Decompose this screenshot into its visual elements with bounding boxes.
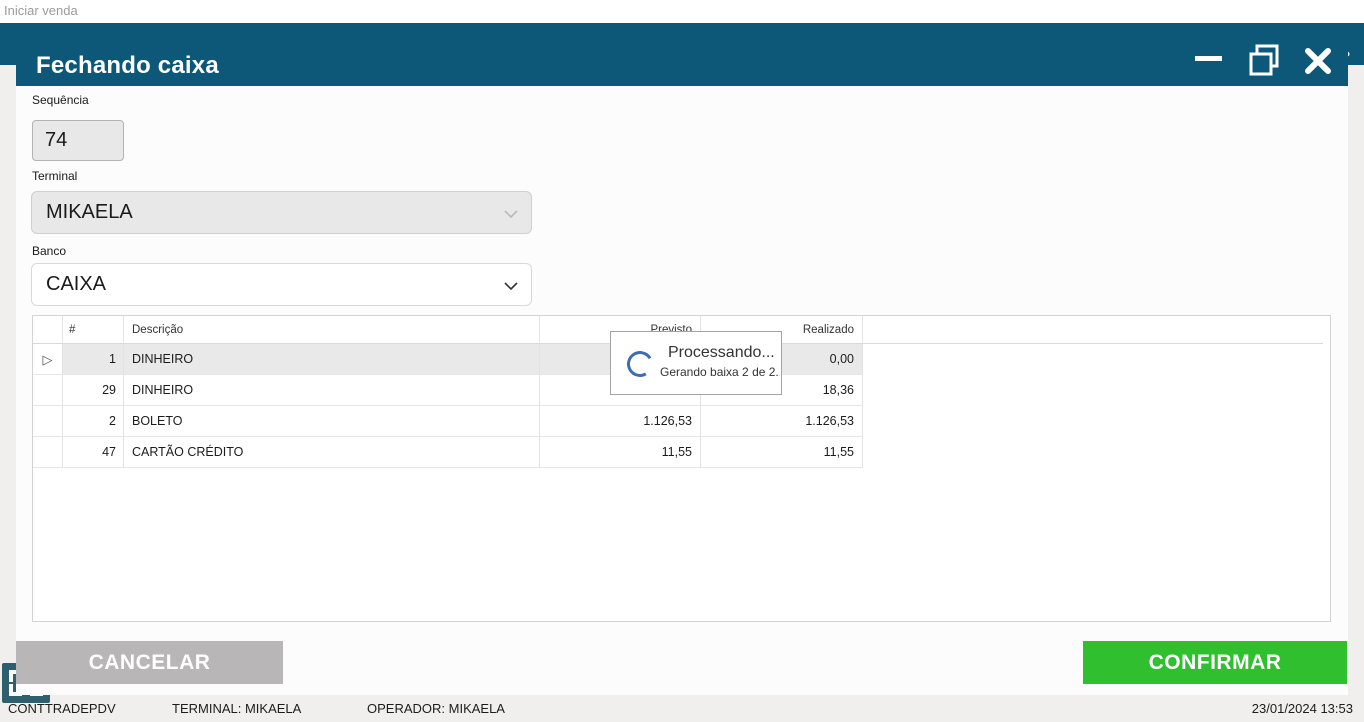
dialog-title: Fechando caixa <box>36 52 219 79</box>
top-menu-bar: Iniciar venda <box>0 0 1364 23</box>
cell-filler <box>863 375 1323 406</box>
banco-select-value: CAIXA <box>46 273 107 295</box>
close-icon[interactable] <box>1304 48 1332 74</box>
sequencia-input[interactable]: 74 <box>32 120 124 161</box>
table-row[interactable]: 29 DINHEIRO 18,36 <box>33 375 1330 406</box>
header-selector <box>33 316 63 344</box>
status-terminal: TERMINAL: MIKAELA <box>172 701 302 716</box>
status-company: CONTTRADEPDV <box>8 701 116 716</box>
cell-filler <box>863 437 1323 468</box>
cell-realizado: 1.126,53 <box>701 406 863 437</box>
header-realizado[interactable]: Realizado <box>701 316 863 344</box>
cell-number: 29 <box>63 375 124 406</box>
bracket-corner <box>9 670 22 682</box>
fechando-caixa-dialog: Fechando caixa Sequência 74 Terminal MIK… <box>16 43 1348 695</box>
table-row[interactable]: 2 BOLETO 1.126,53 1.126,53 <box>33 406 1330 437</box>
cell-filler <box>863 344 1323 375</box>
banco-label: Banco <box>32 244 67 258</box>
chevron-down-icon <box>504 282 518 291</box>
cell-realizado: 11,55 <box>701 437 863 468</box>
row-selector-icon: ▷ <box>42 352 53 367</box>
cell-descricao: DINHEIRO <box>124 375 540 406</box>
table-row[interactable]: 47 CARTÃO CRÉDITO 11,55 11,55 <box>33 437 1330 468</box>
cell-number: 47 <box>63 437 124 468</box>
minimize-icon[interactable] <box>1195 56 1222 61</box>
header-number[interactable]: # <box>63 316 124 344</box>
cell-filler <box>863 406 1323 437</box>
restore-icon[interactable] <box>1246 43 1282 79</box>
menu-item-iniciar-venda[interactable]: Iniciar venda <box>4 3 78 18</box>
cell-descricao: BOLETO <box>124 406 540 437</box>
row-selector: ▷ <box>33 344 63 375</box>
terminal-select-value: MIKAELA <box>46 201 133 223</box>
bracket-corner <box>9 684 22 696</box>
status-operator: OPERADOR: MIKAELA <box>367 701 505 716</box>
status-datetime: 23/01/2024 13:53 <box>1251 701 1353 716</box>
row-selector <box>33 437 63 468</box>
confirm-button[interactable]: CONFIRMAR <box>1083 641 1347 684</box>
cell-realizado: 18,36 <box>701 375 863 406</box>
cell-descricao: DINHEIRO <box>124 344 540 375</box>
sequencia-label: Sequência <box>32 93 89 107</box>
cell-number: 2 <box>63 406 124 437</box>
terminal-label: Terminal <box>32 169 78 183</box>
header-descricao[interactable]: Descrição <box>124 316 540 344</box>
row-selector <box>33 375 63 406</box>
cell-previsto: 1.126,53 <box>540 406 701 437</box>
cell-number: 1 <box>63 344 124 375</box>
cell-previsto: 11,55 <box>540 437 701 468</box>
header-filler <box>863 316 1323 344</box>
processing-popup: Processando... Gerando baixa 2 de 2... <box>610 331 782 395</box>
banco-select[interactable]: CAIXA <box>31 263 532 306</box>
processing-title: Processando... <box>668 344 775 361</box>
cancel-button[interactable]: CANCELAR <box>16 641 283 684</box>
status-bar: CONTTRADEPDV TERMINAL: MIKAELA OPERADOR:… <box>0 695 1364 722</box>
cell-descricao: CARTÃO CRÉDITO <box>124 437 540 468</box>
chevron-down-icon <box>504 210 518 219</box>
dialog-titlebar: Fechando caixa <box>16 43 1348 86</box>
loading-spinner-icon <box>624 348 656 380</box>
terminal-select[interactable]: MIKAELA <box>31 191 532 234</box>
processing-subtitle: Gerando baixa 2 de 2... <box>660 365 780 379</box>
row-selector <box>33 406 63 437</box>
